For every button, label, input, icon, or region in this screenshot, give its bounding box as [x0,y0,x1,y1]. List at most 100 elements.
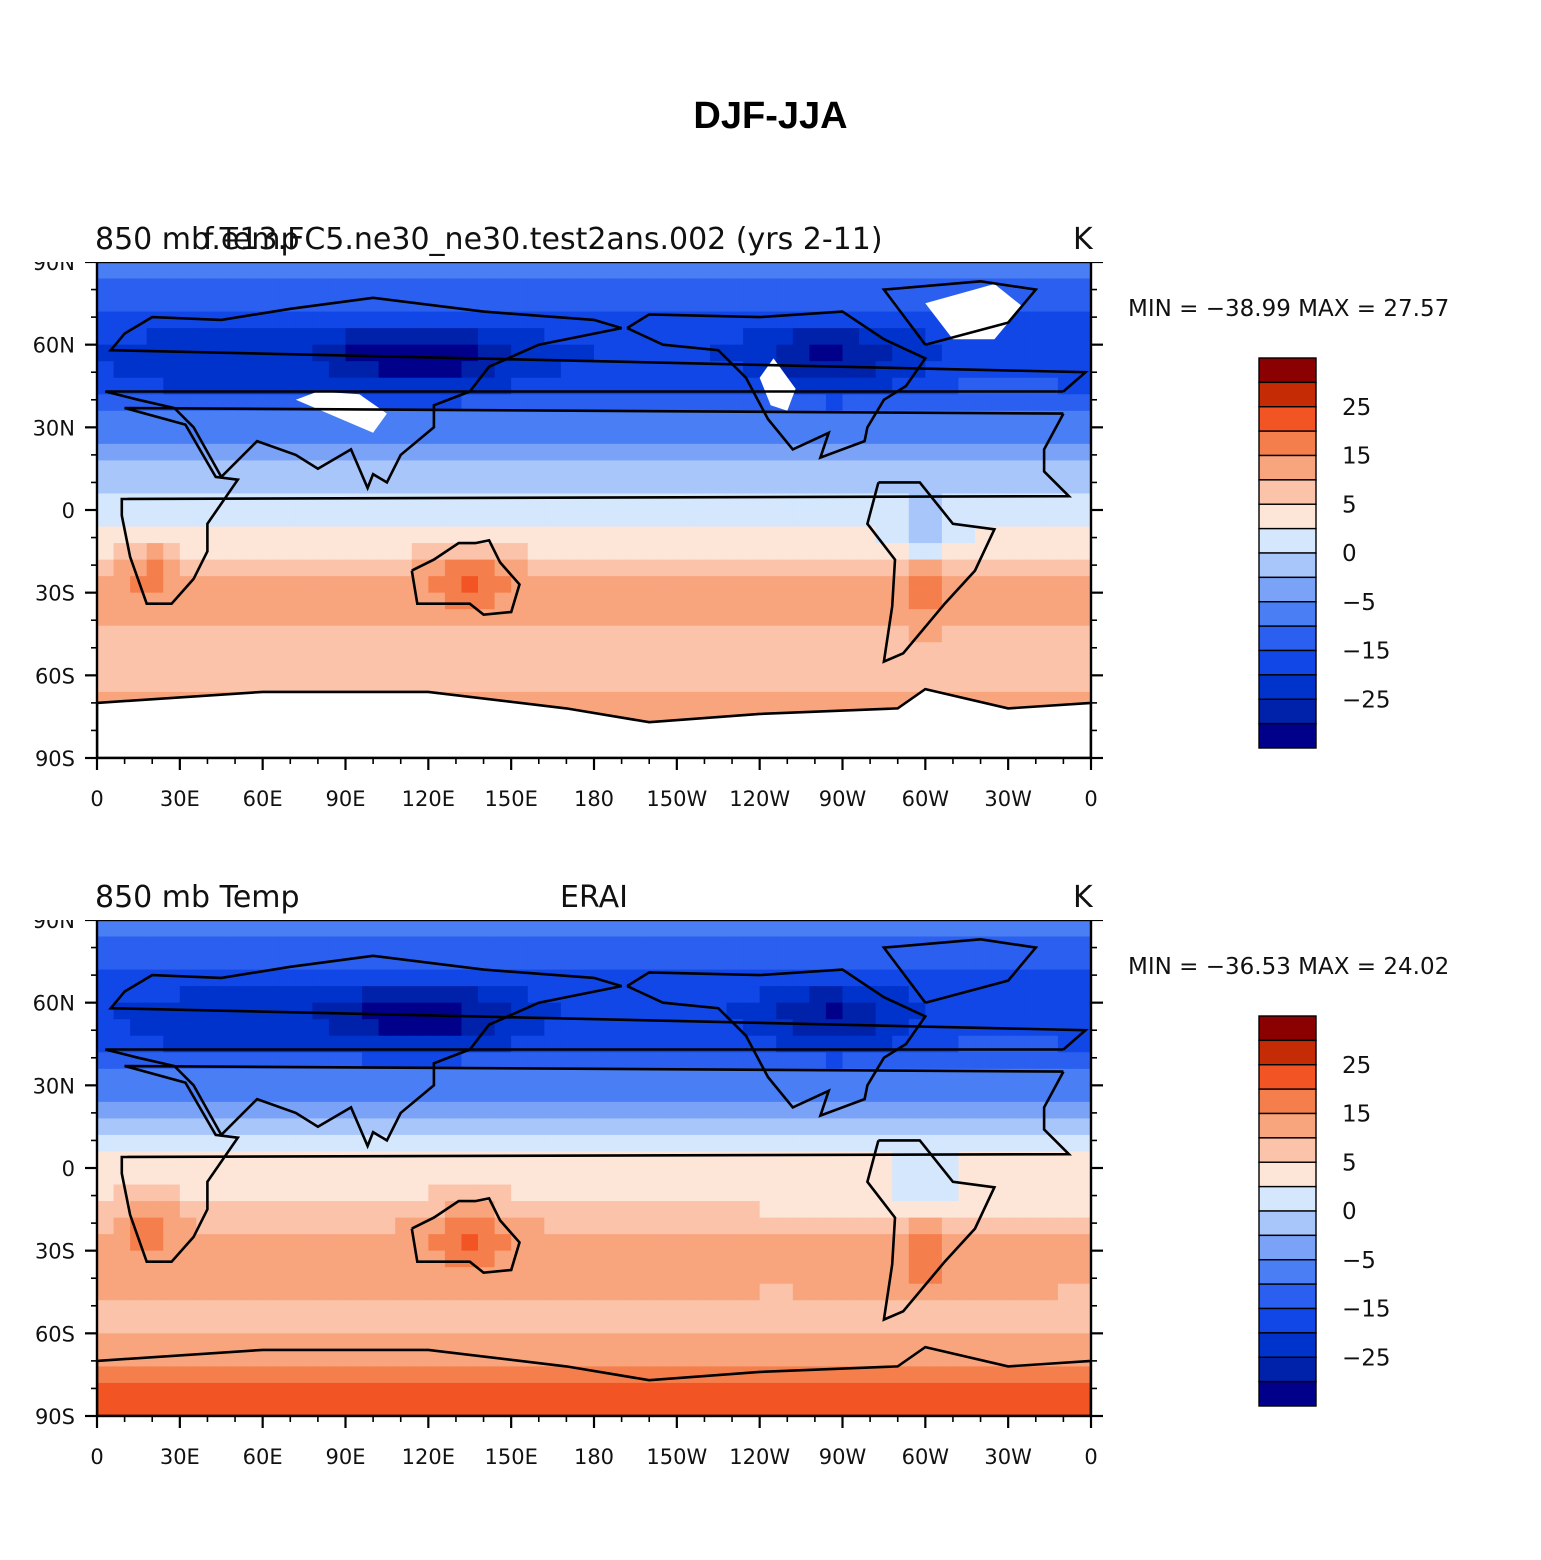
field-cell [676,476,694,495]
field-cell [577,510,595,528]
field-cell [560,1267,579,1285]
field-cell [461,443,479,461]
field-cell [941,642,960,660]
field-cell [246,1217,264,1235]
field-cell [792,1217,810,1235]
field-cell [975,410,993,428]
field-cell [312,361,330,379]
field-cell [643,394,661,412]
field-cell [345,510,363,528]
field-cell [444,510,463,528]
field-cell [825,1250,844,1268]
field-cell [113,1085,131,1103]
field-cell [262,969,280,987]
field-cell [444,1300,463,1318]
field-cell [262,1300,280,1318]
field-cell [875,1316,893,1334]
field-cell [676,1085,694,1103]
field-cell [726,1399,744,1416]
field-cell [676,1052,694,1070]
field-cell [958,1101,976,1119]
field-cell [146,1118,164,1136]
field-cell [958,1283,976,1301]
field-cell [743,609,761,627]
field-cell [726,609,744,627]
field-cell [792,936,810,954]
field-cell [411,476,429,495]
field-cell [478,311,496,329]
field-cell [113,1068,131,1086]
field-cell [527,1366,545,1384]
field-cell [941,443,960,461]
field-cell [676,410,694,428]
field-cell [1074,1349,1091,1367]
field-cell [494,1101,512,1119]
field-cell [660,460,678,478]
field-cell [411,493,429,511]
field-cell [478,493,496,511]
field-cell [743,1052,761,1070]
field-cell [925,476,943,495]
field-cell [1041,986,1059,1004]
field-cell [1057,278,1076,296]
field-cell [345,1349,363,1367]
colorbar-box [1258,430,1317,457]
field-cell [925,1068,943,1086]
field-cell [693,262,711,280]
field-cell [113,1201,131,1219]
field-cell [478,410,496,428]
field-cell [875,410,893,428]
field-cell [660,328,678,346]
field-cell [776,936,794,954]
field-cell [461,1283,479,1301]
field-cell [743,1316,761,1334]
field-cell [179,1201,197,1219]
field-cell [809,675,827,693]
field-cell [825,576,844,594]
field-cell [577,658,595,676]
field-cell [511,510,529,528]
field-cell [958,1366,976,1384]
field-cell [246,493,264,511]
field-cell [842,262,860,280]
field-cell [925,1134,943,1153]
field-cell [842,1267,860,1285]
field-cell [428,526,446,544]
field-cell [544,1283,562,1301]
field-cell [163,920,181,938]
field-cell [991,510,1009,528]
field-cell [246,1184,264,1202]
field-cell [776,986,794,1004]
field-cell [279,1052,297,1070]
field-cell [1024,1349,1042,1367]
field-cell [444,986,463,1004]
field-cell [726,576,744,594]
field-cell [1024,1118,1042,1136]
field-cell [345,493,363,511]
field-cell [825,394,844,412]
field-cell [395,1085,413,1103]
field-cell [362,1184,380,1202]
field-cell [262,1118,280,1136]
field-cell [610,278,628,296]
field-cell [1024,625,1042,643]
field-cell [975,1134,993,1153]
field-cell [328,1333,347,1351]
field-cell [809,592,827,610]
field-cell [991,262,1009,280]
field-cell [246,920,264,938]
field-cell [892,476,910,495]
field-cell [660,262,678,280]
field-cell [577,675,595,693]
field-cell [627,1217,645,1235]
field-cell [196,1234,214,1252]
field-cell [941,953,960,971]
field-cell [428,460,446,478]
field-cell [676,361,694,379]
field-cell [362,1300,380,1318]
field-cell [925,1366,943,1384]
field-cell [743,410,761,428]
field-cell [113,476,131,495]
field-cell [809,1134,827,1153]
colorbar-box [1258,552,1317,579]
